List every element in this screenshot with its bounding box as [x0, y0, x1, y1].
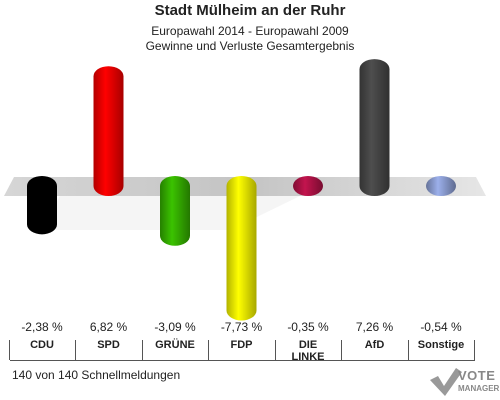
value-label: 6,82 %	[89, 320, 128, 334]
logo-text-vote: VOTE	[458, 368, 496, 383]
value-label: -3,09 %	[154, 320, 196, 334]
value-label: 7,26 %	[355, 320, 394, 334]
value-label: -0,35 %	[287, 320, 329, 334]
bar-die-linke	[293, 176, 323, 196]
checkmark-icon	[430, 368, 462, 396]
chart-title: Stadt Mülheim an der Ruhr	[154, 2, 346, 19]
category-axis-line	[10, 360, 475, 361]
category-separator	[208, 340, 210, 360]
bar-sonstige	[426, 176, 456, 196]
value-label: -0,54 %	[420, 320, 462, 334]
category-label-line: AfD	[364, 339, 385, 351]
category-label-line: CDU	[30, 339, 54, 351]
category-label-line: DIE	[298, 339, 318, 351]
chart-subtitle-elections: Europawahl 2014 - Europawahl 2009	[151, 24, 349, 38]
category-separator	[274, 340, 276, 360]
category-separator	[75, 340, 77, 360]
category-label-line: SPD	[97, 339, 120, 351]
category-label: SPD	[79, 339, 139, 351]
vote-manager-logo	[430, 368, 462, 396]
category-label-line: Sonstige	[417, 339, 465, 351]
logo-text-manager: MANAGER	[458, 384, 500, 393]
value-label: -7,73 %	[220, 320, 263, 334]
bar-chart	[4, 59, 486, 321]
chart-subtitle-description: Gewinne und Verluste Gesamtergebnis	[145, 39, 355, 53]
category-label-line: GRÜNE	[155, 339, 195, 351]
category-separator	[8, 340, 10, 360]
bar-grüne	[160, 176, 190, 246]
category-label: FDP	[212, 339, 272, 351]
category-label: GRÜNE	[145, 339, 205, 351]
bar-cdu	[27, 176, 57, 235]
category-separator	[141, 340, 143, 360]
category-label-line: FDP	[230, 339, 253, 351]
category-separator	[407, 340, 409, 360]
category-label-line: LINKE	[291, 351, 325, 363]
report-status: 140 von 140 Schnellmeldungen	[12, 368, 181, 382]
category-label: AfD	[345, 339, 405, 351]
value-label: -2,38 %	[21, 320, 63, 334]
category-separator	[474, 340, 476, 360]
category-label: CDU	[12, 339, 72, 351]
bar-afd	[359, 59, 390, 196]
bar-fdp	[226, 176, 257, 321]
bar-spd	[93, 66, 124, 196]
category-label: Sonstige	[411, 339, 471, 351]
category-separator	[341, 340, 343, 360]
